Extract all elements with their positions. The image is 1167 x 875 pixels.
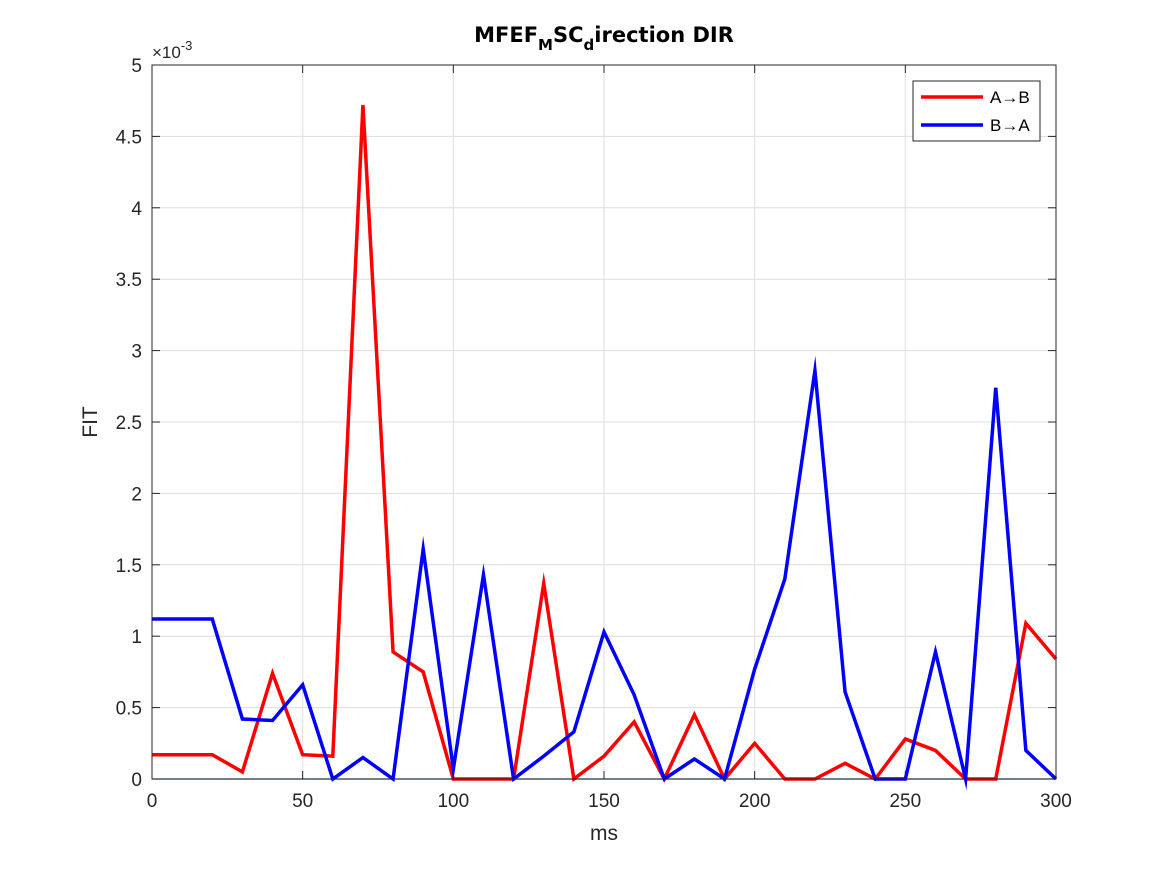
y-axis-label: FIT <box>79 406 102 438</box>
legend-label-a-to-b: A→B <box>990 88 1030 107</box>
y-tick-label: 3.5 <box>116 270 142 291</box>
legend-box <box>912 80 1041 142</box>
x-tick-label: 50 <box>292 791 313 812</box>
y-tick-label: 5 <box>131 56 142 77</box>
series-a-to-b-line <box>152 104 1058 783</box>
legend: A→B B→A <box>912 80 1041 142</box>
tick-labels: 0 50 100 150 200 250 300 0 0.5 1 1.5 2 2.5 3 3.5 4 4.5 5 <box>116 56 1072 812</box>
x-tick-label: 0 <box>147 791 158 812</box>
y-tick-label: 1 <box>131 627 142 648</box>
x-tick-label: 300 <box>1040 791 1072 812</box>
y-tick-label: 1.5 <box>116 556 142 577</box>
x-tick-label: 150 <box>588 791 620 812</box>
x-tick-label: 100 <box>437 791 469 812</box>
chart-title: MFEFMSCdirection DIR <box>474 23 734 54</box>
title-subscript-2: d <box>584 36 595 54</box>
y-exponent-label: ×10-3 <box>152 38 192 62</box>
title-part-2: SC <box>553 23 584 47</box>
y-tick-label: 2.5 <box>116 413 142 434</box>
x-axis-label: ms <box>590 822 618 845</box>
legend-label-b-to-a: B→A <box>990 116 1030 135</box>
y-tick-label: 4.5 <box>116 127 142 148</box>
y-tick-label: 0 <box>131 770 142 791</box>
title-part-1: MFEF <box>474 23 538 47</box>
y-exponent-base: ×10 <box>152 43 181 62</box>
y-tick-label: 4 <box>131 199 142 220</box>
title-subscript-1: M <box>538 36 553 54</box>
y-tick-label: 3 <box>131 342 142 363</box>
y-tick-label: 2 <box>131 484 142 505</box>
title-part-3: irection DIR <box>594 23 734 47</box>
y-exponent-power: -3 <box>181 38 193 53</box>
x-tick-label: 200 <box>739 791 771 812</box>
x-tick-label: 250 <box>889 791 921 812</box>
y-tick-label: 0.5 <box>116 699 142 720</box>
tick-marks <box>151 64 1057 780</box>
